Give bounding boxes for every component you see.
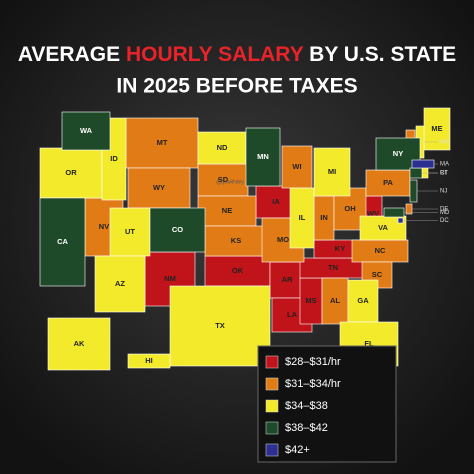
state [281,145,313,189]
state-label: AR [282,275,293,284]
state [409,179,418,203]
state [61,111,111,151]
state-label: MI [328,167,336,176]
legend-label: $31–$34/hr [285,378,341,390]
state [197,163,249,197]
state-label: KY [335,244,345,253]
state [313,147,351,197]
state [39,197,86,287]
title-line2: IN 2025 BEFORE TAXES [116,75,357,98]
state-label: UT [125,227,135,236]
legend-label: $34–$38 [285,400,328,412]
state-label: AZ [115,279,125,288]
state [94,255,146,313]
state-label: WI [292,162,301,171]
legend-label: $38–$42 [285,422,328,434]
state [289,187,315,249]
state-label: DE [440,207,448,213]
state-label: DC [440,218,449,224]
legend-swatch [265,399,279,413]
title-part: AVERAGE [18,43,126,66]
state-label: TX [215,321,225,330]
state [347,279,379,323]
legend-swatch [265,421,279,435]
state [269,261,305,299]
title-highlight: HOURLY SALARY [126,43,304,66]
state-label: OR [65,168,77,177]
state-label: MT [157,138,168,147]
state-label: IN [320,213,328,222]
state [47,317,111,371]
state-label: AK [74,339,85,348]
state-label: NC [375,246,386,255]
state [127,353,171,369]
state-label: OH [344,204,355,213]
legend-label: $42+ [285,444,310,456]
state-label: WV [367,209,379,218]
state-label: AL [330,296,340,305]
state-label: ME [431,124,442,133]
state-label: TN [328,263,338,272]
state-label: CO [172,225,183,234]
state-label: NY [393,149,403,158]
state-label: PA [383,178,393,187]
legend-label: $28–$31/hr [285,356,341,368]
state-label: ID [110,154,118,163]
state-label: KS [231,236,241,245]
title-part: BY U.S. STATE [303,43,456,66]
state-label: WY [153,183,165,192]
legend-swatch [265,355,279,369]
state [169,285,271,367]
state [411,159,435,169]
state [197,131,247,165]
state [321,277,349,325]
title: AVERAGE HOURLY SALARY BY U.S. STATE [18,43,456,66]
watermark: @gowithdey [216,179,244,185]
state-label: SC [372,270,383,279]
state-label: IL [299,213,306,222]
states: NM OK AR LA MS TN KY WV IA NV MT WY SD NE KS MO WI IN OH PA… [39,107,451,371]
state-label: CT [440,171,448,177]
state-label: WA [80,126,93,135]
state-label: HI [145,356,153,365]
state-label: MO [277,235,289,244]
state-label: OK [232,266,244,275]
state-label: MN [257,152,269,161]
state-label: MD [440,210,450,216]
state [149,207,206,253]
state [383,207,405,218]
state-label: NJ [440,189,447,195]
state-label: NM [164,274,176,283]
state-label: NE [222,206,232,215]
state-label: VA [378,223,388,232]
state-label: MS [305,296,316,305]
state-label: FL [364,339,374,348]
state-label: RI [440,171,446,177]
state [245,127,281,187]
state-label: SD [218,175,229,184]
state [409,167,423,179]
state [365,169,411,197]
state-label: GA [357,296,369,305]
state-label: ND [217,143,228,152]
state-label: MA [440,162,449,168]
state [204,225,268,257]
legend-swatch [265,377,279,391]
state-label: CA [57,237,68,246]
state [197,195,257,227]
state-label: NV [99,222,109,231]
state-label: LA [287,310,298,319]
state [127,167,191,209]
state [397,217,404,224]
state-label: NH [440,140,449,146]
legend: $28–$31/hr $31–$34/hr $34–$38 $38–$42 $42+ [265,355,341,457]
state [39,147,103,199]
state-label: IA [272,197,280,206]
legend-box [257,345,397,463]
legend-swatch [265,443,279,457]
